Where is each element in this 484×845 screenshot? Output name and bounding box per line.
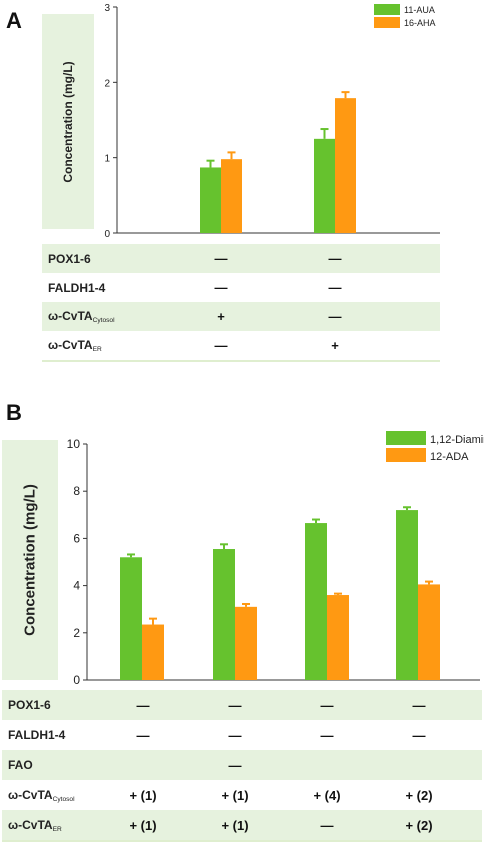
condition-name-subscript: Cytosol — [52, 795, 75, 803]
bar-green — [305, 523, 327, 680]
legend-swatch — [374, 17, 400, 28]
condition-cell: + — [217, 309, 225, 324]
condition-name-text: ω-CvTA — [48, 309, 93, 324]
bar-orange — [327, 595, 349, 680]
condition-row: FALDH1-4 — — — — — [2, 720, 482, 750]
condition-name-text: FALDH1-4 — [8, 728, 66, 742]
condition-row: ω-CvTAER + (1) + (1) — + (2) — [2, 810, 482, 840]
condition-name: FAO — [8, 758, 33, 772]
condition-cell: — — [328, 280, 342, 295]
condition-row: ω-CvTACytosol + — — [42, 302, 440, 331]
condition-cell: — — [228, 727, 242, 743]
condition-row: FALDH1-4 — — — [42, 273, 440, 302]
legend-swatch — [386, 448, 426, 462]
panel-a-chart: 0 1 2 3 11-AUA 16-AHA — [104, 3, 440, 240]
condition-cell: — — [328, 251, 342, 266]
bar-orange — [418, 584, 440, 680]
condition-cell: + (1) — [129, 787, 157, 803]
bar-orange — [142, 624, 164, 680]
bar-orange — [335, 98, 356, 233]
y-tick-label: 4 — [73, 579, 80, 593]
bar-green — [314, 138, 335, 233]
condition-cell: — — [320, 697, 334, 713]
condition-name-text: ω-CvTA — [48, 338, 93, 353]
condition-row: FAO — — [2, 750, 482, 780]
bar-green — [120, 557, 142, 680]
condition-cell: + — [331, 338, 339, 353]
condition-cell: — — [136, 697, 150, 713]
condition-name: ω-CvTAER — [8, 818, 62, 833]
condition-name: FALDH1-4 — [48, 281, 105, 295]
legend-swatch — [374, 4, 400, 15]
y-tick-label: 6 — [73, 531, 80, 545]
bar-green — [200, 167, 221, 233]
condition-name: POX1-6 — [48, 252, 91, 266]
condition-row: POX1-6 — — — [42, 244, 440, 273]
y-tick-label: 1 — [104, 154, 110, 165]
condition-cell: + (1) — [221, 787, 249, 803]
y-tick-label: 2 — [104, 78, 110, 89]
condition-row: ω-CvTACytosol + (1) + (1) + (4) + (2) — [2, 780, 482, 810]
condition-name-text: POX1-6 — [48, 251, 91, 266]
condition-name: ω-CvTACytosol — [48, 309, 115, 324]
condition-cell: — — [136, 727, 150, 743]
condition-cell: — — [328, 309, 342, 324]
condition-cell: — — [412, 727, 426, 743]
condition-cell: — — [214, 280, 228, 295]
condition-name-text: POX1-6 — [8, 698, 51, 712]
condition-name-subscript: ER — [92, 345, 102, 353]
condition-cell: — — [228, 757, 242, 773]
condition-name: ω-CvTAER — [48, 338, 102, 353]
condition-cell: + (2) — [405, 787, 433, 803]
panel-a-letter: A — [6, 8, 22, 33]
condition-cell: — — [320, 817, 334, 833]
condition-name-text: ω-CvTA — [8, 817, 53, 832]
condition-name-subscript: ER — [52, 825, 62, 833]
bar-orange — [235, 606, 257, 680]
condition-row: POX1-6 — — — — — [2, 690, 482, 720]
legend-label: 12-ADA — [430, 451, 469, 463]
condition-cell: — — [320, 727, 334, 743]
condition-name-text: FALDH1-4 — [48, 280, 106, 295]
condition-name-text: FAO — [8, 758, 33, 772]
y-tick-label: 3 — [104, 3, 110, 14]
panel-b-letter: B — [6, 400, 22, 425]
y-tick-label: 8 — [73, 484, 80, 498]
bar-green — [396, 510, 418, 680]
bar-green — [213, 549, 235, 680]
legend-label: 1,12-Diamine — [430, 434, 484, 446]
condition-name-subscript: Cytosol — [92, 316, 115, 324]
condition-cell: + (1) — [129, 817, 157, 833]
condition-cell: + (4) — [313, 787, 341, 803]
y-tick-label: 0 — [104, 229, 110, 240]
condition-name: POX1-6 — [8, 698, 51, 712]
condition-cell: — — [214, 338, 228, 353]
condition-name: FALDH1-4 — [8, 728, 65, 742]
bar-orange — [221, 159, 242, 233]
panel-b-ylabel-box: Concentration (mg/L) — [2, 440, 58, 680]
condition-cell: — — [412, 697, 426, 713]
y-tick-label: 2 — [73, 626, 80, 640]
panel-a-ylabel-box: Concentration (mg/L) — [42, 14, 94, 229]
condition-name-text: ω-CvTA — [8, 787, 53, 802]
condition-cell: + (1) — [221, 817, 249, 833]
panel-b-chart: 0 2 4 6 8 10 1,12-Diamine 12-ADA — [67, 431, 484, 687]
condition-cell: — — [228, 697, 242, 713]
panel-b-conditions-table: POX1-6— — — — FALDH1-4— — — — FAO — ω-CvTACytosol +… — [2, 690, 482, 842]
y-tick-label: 10 — [67, 437, 81, 451]
legend-swatch — [386, 431, 426, 445]
panel-a-conditions-table: POX1-6— — FALDH1-4— — ω-CvTACytosol + — ω-CvTAE… — [42, 244, 440, 362]
legend-label: 16-AHA — [404, 18, 436, 28]
condition-row: ω-CvTAER — + — [42, 331, 440, 360]
y-tick-label: 0 — [73, 673, 80, 687]
condition-cell: — — [214, 251, 228, 266]
condition-name: ω-CvTACytosol — [8, 788, 75, 803]
condition-cell: + (2) — [405, 817, 433, 833]
legend-label: 11-AUA — [404, 5, 435, 15]
